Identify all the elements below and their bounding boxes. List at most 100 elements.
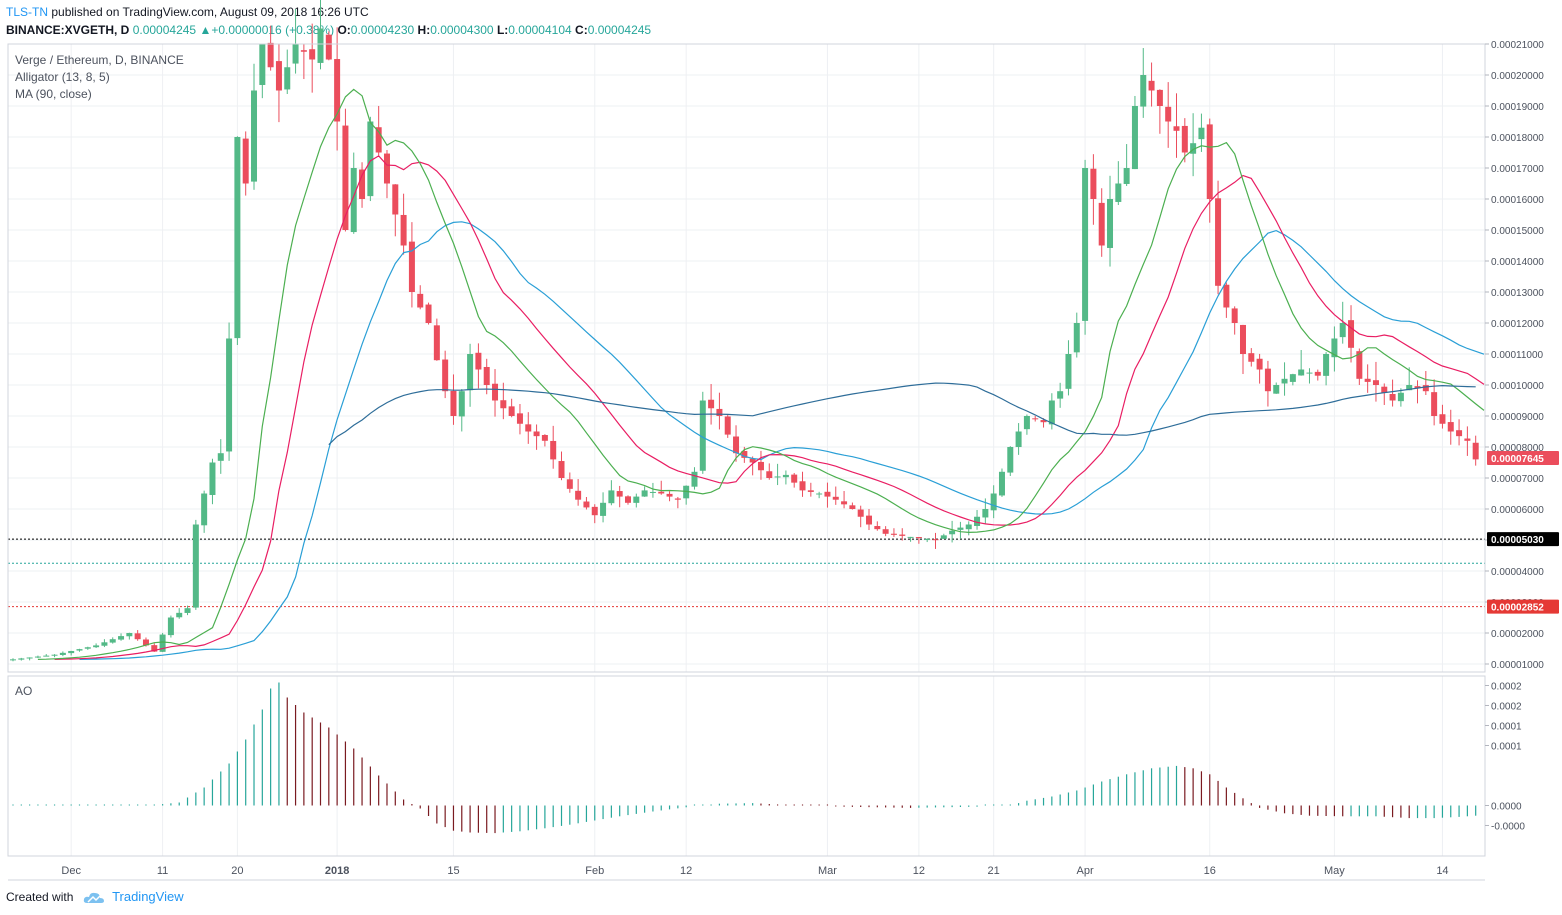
candle (940, 533, 947, 539)
time-tick-label: 2018 (325, 865, 349, 877)
price-tick-label: 0.00004000 (1491, 567, 1544, 578)
candle-body (167, 617, 174, 636)
candle-body (93, 645, 100, 648)
candle (167, 615, 174, 638)
symbol-label[interactable]: BINANCE:XVGETH, D (6, 23, 130, 37)
candle-body (26, 657, 33, 659)
candle (1015, 423, 1022, 455)
candle-body (383, 153, 390, 184)
footer-brand[interactable]: TradingView (112, 889, 184, 904)
candle-body (300, 50, 307, 52)
candle (882, 526, 889, 537)
price-tick-label: 0.00012000 (1491, 319, 1544, 330)
ohlc-readout: BINANCE:XVGETH, D 0.00004245 ▲+0.0000001… (6, 23, 651, 37)
candle (533, 424, 540, 450)
candle (284, 49, 291, 94)
publisher-name[interactable]: TLS-TN (6, 5, 48, 19)
candle-body (1314, 371, 1321, 376)
candle (924, 538, 931, 543)
candle-body (749, 458, 756, 463)
ao-pane-label[interactable]: AO (15, 684, 33, 698)
candle-body (1264, 368, 1271, 392)
candle-body (492, 383, 499, 401)
candle-body (965, 524, 972, 530)
candle (309, 23, 316, 93)
candle (600, 492, 607, 523)
candle (1264, 360, 1271, 407)
high-value: 0.00004300 (430, 23, 494, 37)
candle-body (1389, 393, 1396, 401)
price-tick-label: 0.00018000 (1491, 133, 1544, 144)
candle (608, 480, 615, 506)
price-tick-label: 0.00001000 (1491, 660, 1544, 671)
tradingview-cloud-icon (83, 892, 104, 903)
candle (616, 485, 623, 508)
candle (400, 193, 407, 255)
candle-body (575, 490, 582, 500)
price-tick-label: 0.00021000 (1491, 40, 1544, 51)
candle-body (1048, 400, 1055, 425)
price-tick-label: 0.00009000 (1491, 412, 1544, 423)
candlestick-series (10, 0, 1479, 662)
candle-body (134, 633, 141, 640)
candle-body (1414, 386, 1421, 389)
candle-body (708, 399, 715, 409)
candle-body (616, 491, 623, 497)
candle-body (1032, 418, 1039, 420)
candle (1082, 159, 1089, 335)
candle-body (209, 462, 216, 495)
candle (666, 491, 673, 502)
candle-body (68, 650, 75, 654)
candle (51, 654, 58, 658)
price-tick-label: 0.00002000 (1491, 629, 1544, 640)
candle (965, 521, 972, 536)
candle (832, 486, 839, 505)
candle (201, 490, 208, 533)
candle (874, 521, 881, 531)
candle (807, 482, 814, 497)
candle (716, 392, 723, 430)
candle (101, 639, 108, 648)
candle-body (251, 90, 258, 182)
price-tick-label: 0.00016000 (1491, 195, 1544, 206)
candle (1231, 306, 1238, 335)
candle (699, 391, 706, 474)
candle-body (334, 59, 341, 122)
candle-body (1472, 442, 1479, 460)
candle (708, 384, 715, 425)
candle-body (392, 184, 399, 215)
candle (93, 643, 100, 649)
candle (109, 637, 116, 644)
price-tick-label: 0.00006000 (1491, 505, 1544, 516)
alligator-jaw-line (79, 221, 1485, 660)
ao-histogram (12, 682, 1477, 834)
candle (408, 222, 415, 308)
candle-body (1289, 374, 1296, 382)
candle-body (716, 408, 723, 416)
legend-alligator[interactable]: Alligator (13, 8, 5) (15, 70, 110, 84)
arrow-up-icon: ▲ (199, 23, 212, 37)
published-text: published on TradingView.com, August 09,… (51, 5, 369, 19)
candle (292, 8, 299, 74)
candle (1140, 48, 1147, 118)
candle (915, 536, 922, 544)
candle (467, 343, 474, 407)
candle (1115, 161, 1122, 206)
price-lines (8, 538, 1485, 608)
candle-body (159, 634, 166, 652)
candle (68, 650, 75, 656)
candle-body (583, 501, 590, 508)
candle-body (890, 533, 897, 535)
candle (774, 463, 781, 486)
candle-body (284, 67, 291, 90)
candle-body (1281, 378, 1288, 384)
candle-body (1331, 338, 1338, 358)
legend-title[interactable]: Verge / Ethereum, D, BINANCE (15, 53, 184, 67)
legend-ma[interactable]: MA (90, close) (15, 87, 92, 101)
candle-body (367, 121, 374, 197)
candle-body (59, 652, 66, 655)
candle (300, 44, 307, 80)
candle (184, 605, 191, 616)
candle-body (259, 44, 266, 85)
